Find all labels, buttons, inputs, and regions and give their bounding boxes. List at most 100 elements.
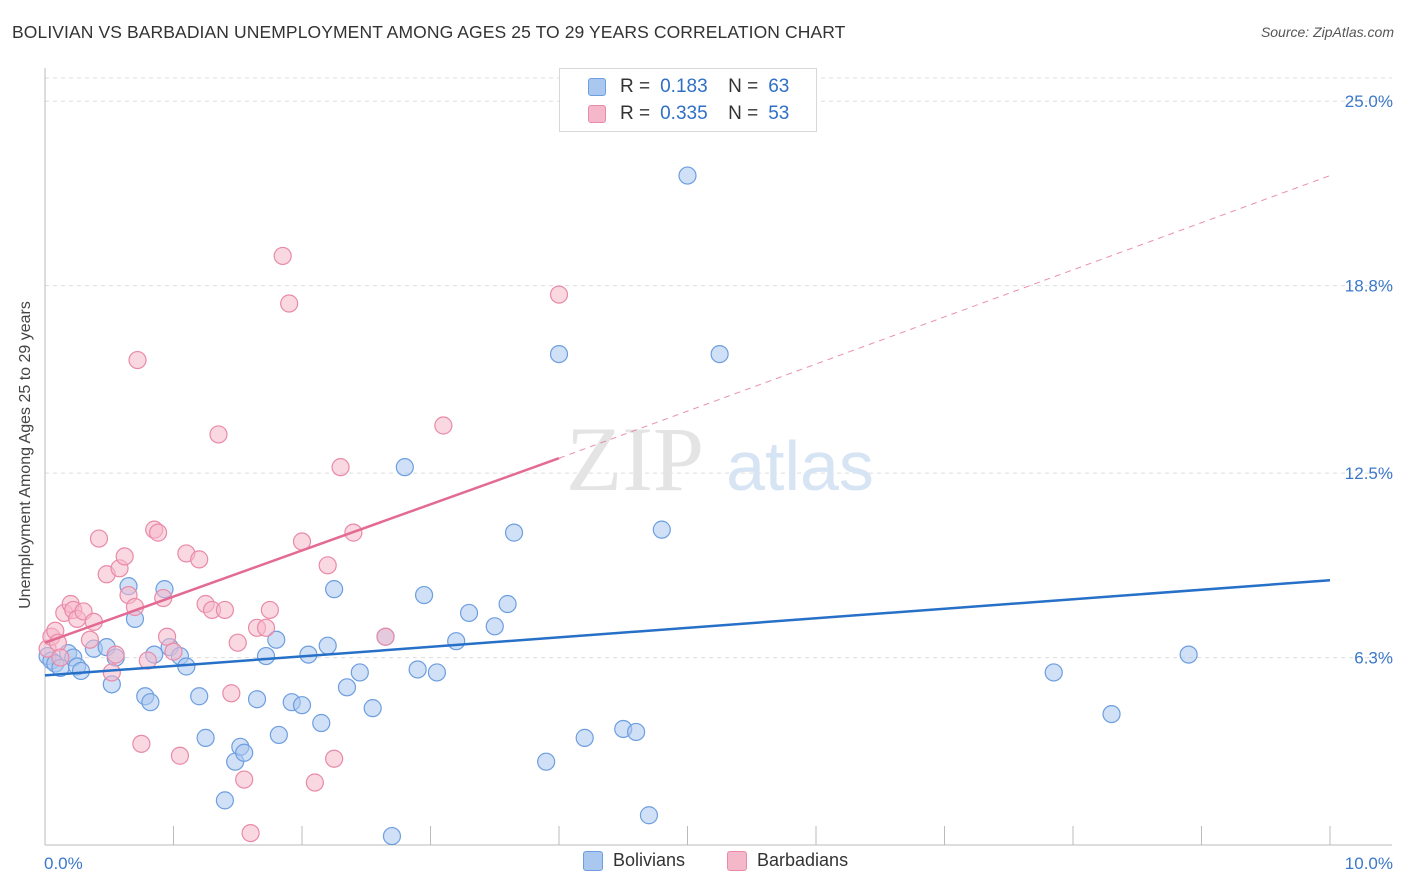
point-barbadians (331, 458, 350, 477)
point-bolivians (395, 458, 414, 477)
series-label-barbadians: Barbadians (757, 850, 849, 870)
point-barbadians (549, 285, 569, 304)
series-label-bolivians: Bolivians (613, 850, 686, 870)
point-bolivians (196, 728, 215, 747)
point-barbadians (260, 600, 279, 620)
legend-row-barbadians: R = 0.335 N = 53 (560, 101, 789, 127)
point-bolivians (537, 752, 556, 771)
point-barbadians (241, 823, 260, 843)
legend-swatch-bolivians (588, 78, 606, 96)
chart-source: Source: ZipAtlas.com (1260, 24, 1394, 40)
point-bolivians (459, 603, 479, 623)
legend-row-bolivians: R = 0.183 N = 63 (560, 74, 789, 100)
point-bolivians (363, 699, 382, 718)
point-barbadians (51, 648, 70, 667)
series-swatch-barbadians (727, 850, 747, 871)
point-barbadians (128, 350, 147, 370)
point-barbadians (273, 246, 292, 266)
watermark: ZIP atlas (566, 408, 874, 510)
point-bolivians (485, 617, 504, 636)
point-bolivians (427, 663, 447, 682)
x-tick-label: 0.0% (44, 854, 83, 873)
point-barbadians (148, 523, 168, 542)
point-bolivians (190, 687, 209, 706)
point-bolivians (498, 594, 517, 614)
y-tick-label: 6.3% (1354, 649, 1393, 668)
point-bolivians (235, 743, 254, 762)
point-bolivians (215, 791, 234, 810)
point-bolivians (350, 663, 369, 682)
watermark-atlas: atlas (726, 427, 874, 505)
trend-line-barbadians-extended (558, 175, 1331, 459)
point-bolivians (639, 806, 659, 825)
point-bolivians (71, 661, 91, 681)
y-tick-label: 25.0% (1345, 92, 1393, 111)
point-bolivians (1102, 704, 1121, 724)
point-bolivians (652, 520, 671, 539)
point-bolivians (447, 632, 466, 651)
point-bolivians (626, 722, 646, 742)
point-bolivians (269, 725, 288, 745)
point-bolivians (710, 344, 729, 364)
point-bolivians (312, 713, 331, 733)
series-legend-bolivians[interactable]: Bolivians (583, 850, 685, 871)
tick-labels: 6.3% 12.5% 18.8% 25.0% 0.0% 10.0% (44, 92, 1393, 873)
point-barbadians (106, 645, 125, 664)
point-barbadians (164, 642, 183, 661)
watermark-zip: ZIP (566, 408, 704, 510)
legend-r-label: R = (620, 76, 651, 97)
point-bolivians (318, 636, 337, 655)
point-barbadians (89, 529, 109, 548)
legend-r-value: 0.183 (660, 76, 708, 97)
point-barbadians (325, 749, 344, 768)
point-bolivians (267, 630, 286, 649)
stats-legend: R = 0.183 N = 63 R = 0.335 N = 53 (559, 68, 817, 132)
point-bolivians (382, 826, 402, 846)
y-axis-label: Unemployment Among Ages 25 to 29 years (17, 301, 34, 609)
point-barbadians (102, 663, 121, 682)
series-legend-barbadians[interactable]: Barbadians (727, 850, 848, 871)
legend-n-value: 63 (768, 76, 790, 97)
point-barbadians (256, 618, 276, 637)
x-tick-label: 10.0% (1345, 854, 1393, 873)
point-barbadians (280, 294, 299, 313)
legend-swatch-barbadians (588, 105, 606, 123)
point-barbadians (305, 773, 324, 792)
point-bolivians (325, 580, 344, 599)
point-bolivians (1044, 663, 1063, 682)
point-barbadians (434, 416, 453, 435)
trend-line-barbadians (44, 457, 560, 644)
data-points (38, 166, 1198, 846)
legend-r-label: R = (620, 103, 651, 124)
point-barbadians (80, 630, 100, 649)
legend-n-label: N = (728, 76, 759, 97)
trend-line-bolivians (44, 578, 1331, 677)
y-tick-label: 18.8% (1345, 277, 1393, 296)
series-legend: Bolivians Barbadians (0, 850, 1406, 876)
chart-title: BOLIVIAN VS BARBADIAN UNEMPLOYMENT AMONG… (12, 22, 846, 42)
point-barbadians (235, 770, 254, 789)
point-bolivians (292, 696, 312, 715)
point-barbadians (376, 627, 395, 646)
legend-n-label: N = (728, 103, 759, 124)
point-barbadians (215, 600, 234, 620)
legend-n-value: 53 (768, 103, 790, 124)
series-swatch-bolivians (583, 850, 603, 871)
legend-r-value: 0.335 (660, 103, 708, 124)
point-bolivians (256, 646, 276, 666)
y-tick-label: 12.5% (1345, 464, 1393, 483)
point-bolivians (414, 585, 434, 605)
point-barbadians (209, 425, 228, 444)
point-barbadians (132, 734, 151, 753)
point-bolivians (141, 693, 160, 712)
point-barbadians (228, 633, 247, 652)
point-barbadians (318, 556, 337, 575)
point-bolivians (247, 690, 267, 709)
point-bolivians (575, 728, 594, 747)
point-barbadians (170, 746, 190, 765)
point-barbadians (222, 684, 241, 703)
point-bolivians (678, 166, 697, 185)
point-bolivians (337, 678, 357, 697)
point-barbadians (190, 550, 209, 569)
